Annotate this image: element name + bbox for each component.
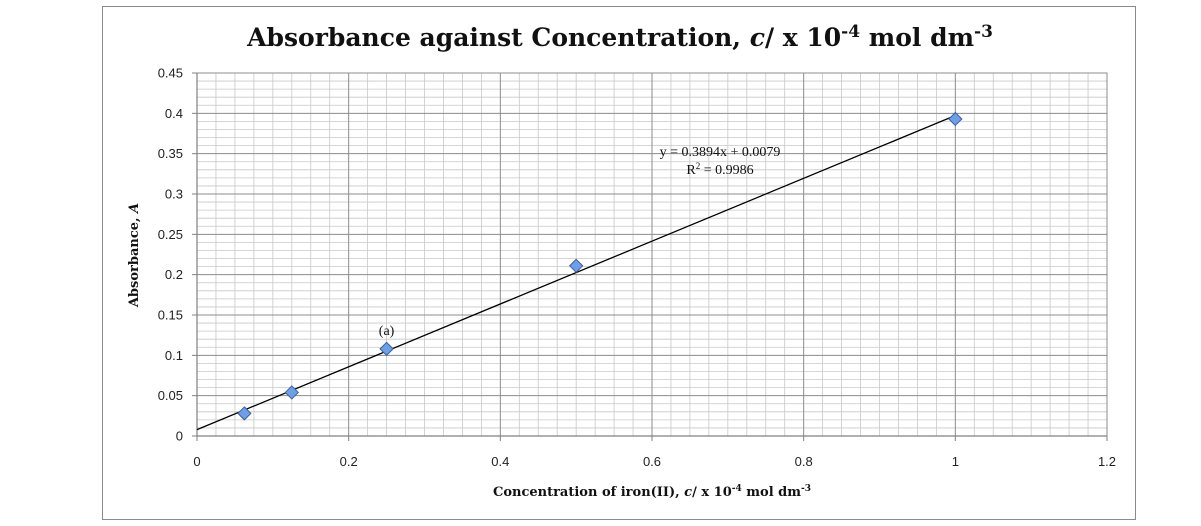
y-axis-title: Absorbance, A bbox=[127, 203, 142, 308]
x-tick-label: 1.2 bbox=[1098, 454, 1116, 469]
x-tick-label: 1 bbox=[952, 454, 959, 469]
data-point bbox=[237, 406, 252, 421]
x-tick-label: 0.8 bbox=[795, 454, 813, 469]
chart-frame bbox=[102, 6, 1136, 520]
x-tick-label: 0.6 bbox=[643, 454, 661, 469]
trendline-r-squared: R2 = 0.9986 bbox=[686, 161, 753, 178]
data-point bbox=[379, 341, 394, 357]
data-points: (a) bbox=[237, 111, 963, 421]
point-annotation: (a) bbox=[379, 324, 395, 339]
x-axis-title: Concentration of iron(II), c/ x 10-4 mol… bbox=[493, 484, 811, 500]
x-tick-label: 0 bbox=[193, 454, 200, 469]
y-tick-label: 0 bbox=[176, 429, 183, 444]
y-tick-label: 0.1 bbox=[165, 348, 183, 363]
data-point bbox=[948, 111, 963, 127]
x-tick-label: 0.4 bbox=[491, 454, 509, 469]
data-point bbox=[568, 258, 584, 274]
y-tick-label: 0.2 bbox=[165, 267, 183, 282]
y-tick-label: 0.25 bbox=[158, 227, 183, 242]
tick-labels: 0 0.2 0.4 0.6 0.8 1 1.2 0 0.05 0.1 0.15 0.2 0.25 0.3 0… bbox=[158, 66, 1116, 470]
trendline-equation: y = 0.3894x + 0.0079 bbox=[660, 145, 781, 160]
chart-title: Absorbance against Concentration, c/ x 1… bbox=[246, 22, 993, 52]
x-tick-label: 0.2 bbox=[340, 454, 358, 469]
y-tick-label: 0.45 bbox=[158, 66, 183, 81]
y-tick-label: 0.05 bbox=[158, 388, 183, 403]
grid bbox=[197, 73, 1107, 436]
y-tick-label: 0.15 bbox=[158, 308, 183, 323]
y-tick-label: 0.3 bbox=[165, 187, 183, 202]
y-tick-label: 0.35 bbox=[158, 146, 183, 161]
y-tick-label: 0.4 bbox=[165, 106, 183, 121]
data-point bbox=[284, 385, 299, 400]
